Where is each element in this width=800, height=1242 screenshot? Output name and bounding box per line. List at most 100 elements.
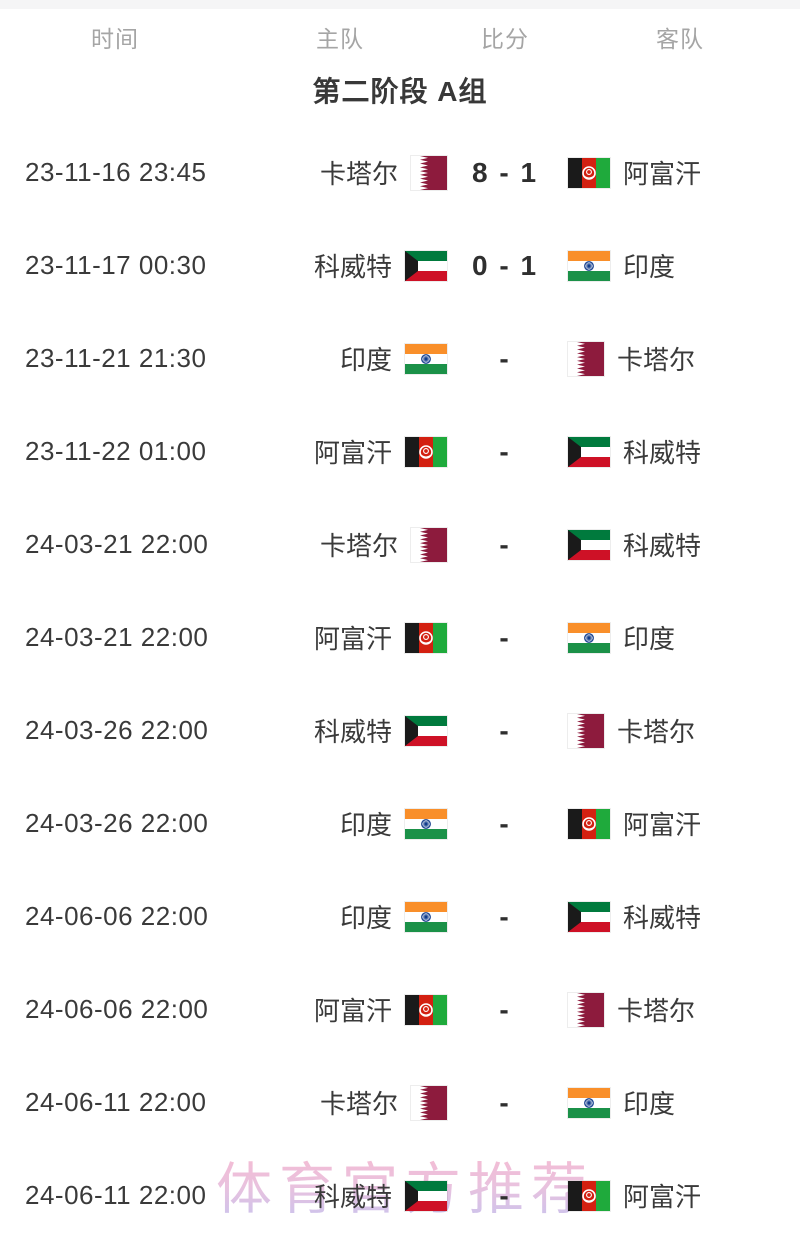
match-score: -: [499, 993, 511, 1025]
kuwait-flag-icon: [404, 714, 448, 747]
home-team-cell: 印度: [230, 805, 450, 842]
match-time: 24-03-21 22:00: [25, 529, 209, 559]
home-team-cell: 印度: [230, 898, 450, 935]
india-flag-icon: [404, 342, 448, 375]
match-score: -: [499, 435, 511, 467]
away-team-cell: 卡塔尔: [560, 340, 800, 377]
match-score: 8 - 1: [471, 156, 539, 188]
kuwait-flag-icon: [404, 249, 448, 282]
match-row[interactable]: 24-03-26 22:00 科威特 - 卡塔尔: [0, 684, 800, 777]
column-header-home: 主队: [316, 26, 364, 52]
qatar-flag-icon: [410, 1084, 448, 1121]
india-flag-icon: [567, 621, 611, 654]
qatar-flag-icon: [410, 526, 448, 563]
home-team-name: 科威特: [313, 1182, 392, 1212]
match-list: 23-11-16 23:45 卡塔尔 8 - 1 阿富汗 23-11-17 00…: [0, 126, 800, 1242]
match-row[interactable]: 24-03-21 22:00 卡塔尔 - 科威特: [0, 498, 800, 591]
match-time: 24-06-11 22:00: [25, 1180, 207, 1210]
kuwait-flag-icon: [404, 1179, 448, 1212]
match-time: 23-11-21 21:30: [25, 343, 207, 373]
home-team-name: 阿富汗: [313, 438, 392, 468]
home-team-name: 印度: [339, 903, 392, 933]
india-flag-icon: [567, 1086, 611, 1119]
match-time: 24-06-06 22:00: [25, 994, 209, 1024]
home-team-cell: 卡塔尔: [230, 1084, 450, 1121]
match-score: -: [499, 621, 511, 653]
away-team-cell: 印度: [560, 619, 800, 656]
top-strip: [0, 0, 800, 9]
home-team-name: 印度: [339, 345, 392, 375]
section-title: 第二阶段 A组: [312, 76, 488, 107]
match-row[interactable]: 24-06-06 22:00 阿富汗 - 卡塔尔: [0, 963, 800, 1056]
afghanistan-flag-icon: [567, 156, 611, 189]
away-team-cell: 卡塔尔: [560, 991, 800, 1028]
away-team-name: 卡塔尔: [617, 345, 696, 375]
home-team-cell: 科威特: [230, 1177, 450, 1214]
home-team-cell: 卡塔尔: [230, 526, 450, 563]
home-team-cell: 阿富汗: [230, 619, 450, 656]
india-flag-icon: [567, 249, 611, 282]
away-team-cell: 印度: [560, 1084, 800, 1121]
away-team-name: 印度: [623, 1089, 676, 1119]
match-row[interactable]: 23-11-16 23:45 卡塔尔 8 - 1 阿富汗: [0, 126, 800, 219]
column-header-score: 比分: [481, 26, 529, 52]
home-team-cell: 科威特: [230, 247, 450, 284]
away-team-cell: 印度: [560, 247, 800, 284]
afghanistan-flag-icon: [567, 807, 611, 840]
away-team-cell: 阿富汗: [560, 1177, 800, 1214]
home-team-name: 印度: [339, 810, 392, 840]
match-score: -: [499, 528, 511, 560]
home-team-name: 卡塔尔: [319, 1089, 398, 1119]
match-score: -: [499, 900, 511, 932]
match-row[interactable]: 24-06-11 22:00 卡塔尔 - 印度: [0, 1056, 800, 1149]
match-time: 23-11-16 23:45: [25, 157, 207, 187]
match-time: 24-03-21 22:00: [25, 622, 209, 652]
match-row[interactable]: 24-06-11 22:00 科威特 - 阿富汗: [0, 1149, 800, 1242]
match-score: -: [499, 342, 511, 374]
afghanistan-flag-icon: [404, 435, 448, 468]
away-team-name: 科威特: [623, 531, 702, 561]
qatar-flag-icon: [567, 991, 605, 1028]
match-row[interactable]: 24-03-26 22:00 印度 - 阿富汗: [0, 777, 800, 870]
away-team-cell: 科威特: [560, 898, 800, 935]
match-score: -: [499, 1086, 511, 1118]
home-team-cell: 科威特: [230, 712, 450, 749]
afghanistan-flag-icon: [404, 993, 448, 1026]
afghanistan-flag-icon: [567, 1179, 611, 1212]
away-team-name: 科威特: [623, 438, 702, 468]
away-team-cell: 卡塔尔: [560, 712, 800, 749]
match-row[interactable]: 23-11-22 01:00 阿富汗 - 科威特: [0, 405, 800, 498]
home-team-name: 科威特: [313, 717, 392, 747]
match-row[interactable]: 23-11-21 21:30 印度 - 卡塔尔: [0, 312, 800, 405]
india-flag-icon: [404, 807, 448, 840]
match-row[interactable]: 23-11-17 00:30 科威特 0 - 1 印度: [0, 219, 800, 312]
match-time: 24-06-11 22:00: [25, 1087, 207, 1117]
column-header-away: 客队: [656, 26, 704, 52]
home-team-cell: 印度: [230, 340, 450, 377]
qatar-flag-icon: [567, 712, 605, 749]
table-header: 时间 主队 比分 客队: [0, 9, 800, 65]
away-team-name: 卡塔尔: [617, 717, 696, 747]
away-team-name: 印度: [623, 252, 676, 282]
home-team-cell: 阿富汗: [230, 433, 450, 470]
away-team-cell: 阿富汗: [560, 805, 800, 842]
match-row[interactable]: 24-03-21 22:00 阿富汗 - 印度: [0, 591, 800, 684]
afghanistan-flag-icon: [404, 621, 448, 654]
match-row[interactable]: 24-06-06 22:00 印度 - 科威特: [0, 870, 800, 963]
india-flag-icon: [404, 900, 448, 933]
home-team-name: 科威特: [313, 252, 392, 282]
match-time: 24-03-26 22:00: [25, 715, 209, 745]
match-score: -: [499, 1179, 511, 1211]
home-team-name: 卡塔尔: [319, 531, 398, 561]
away-team-cell: 阿富汗: [560, 154, 800, 191]
home-team-name: 阿富汗: [313, 996, 392, 1026]
home-team-cell: 卡塔尔: [230, 154, 450, 191]
match-time: 24-06-06 22:00: [25, 901, 209, 931]
match-time: 23-11-17 00:30: [25, 250, 207, 280]
match-time: 23-11-22 01:00: [25, 436, 207, 466]
kuwait-flag-icon: [567, 900, 611, 933]
away-team-name: 阿富汗: [623, 159, 702, 189]
home-team-name: 卡塔尔: [319, 159, 398, 189]
qatar-flag-icon: [567, 340, 605, 377]
away-team-name: 科威特: [623, 903, 702, 933]
